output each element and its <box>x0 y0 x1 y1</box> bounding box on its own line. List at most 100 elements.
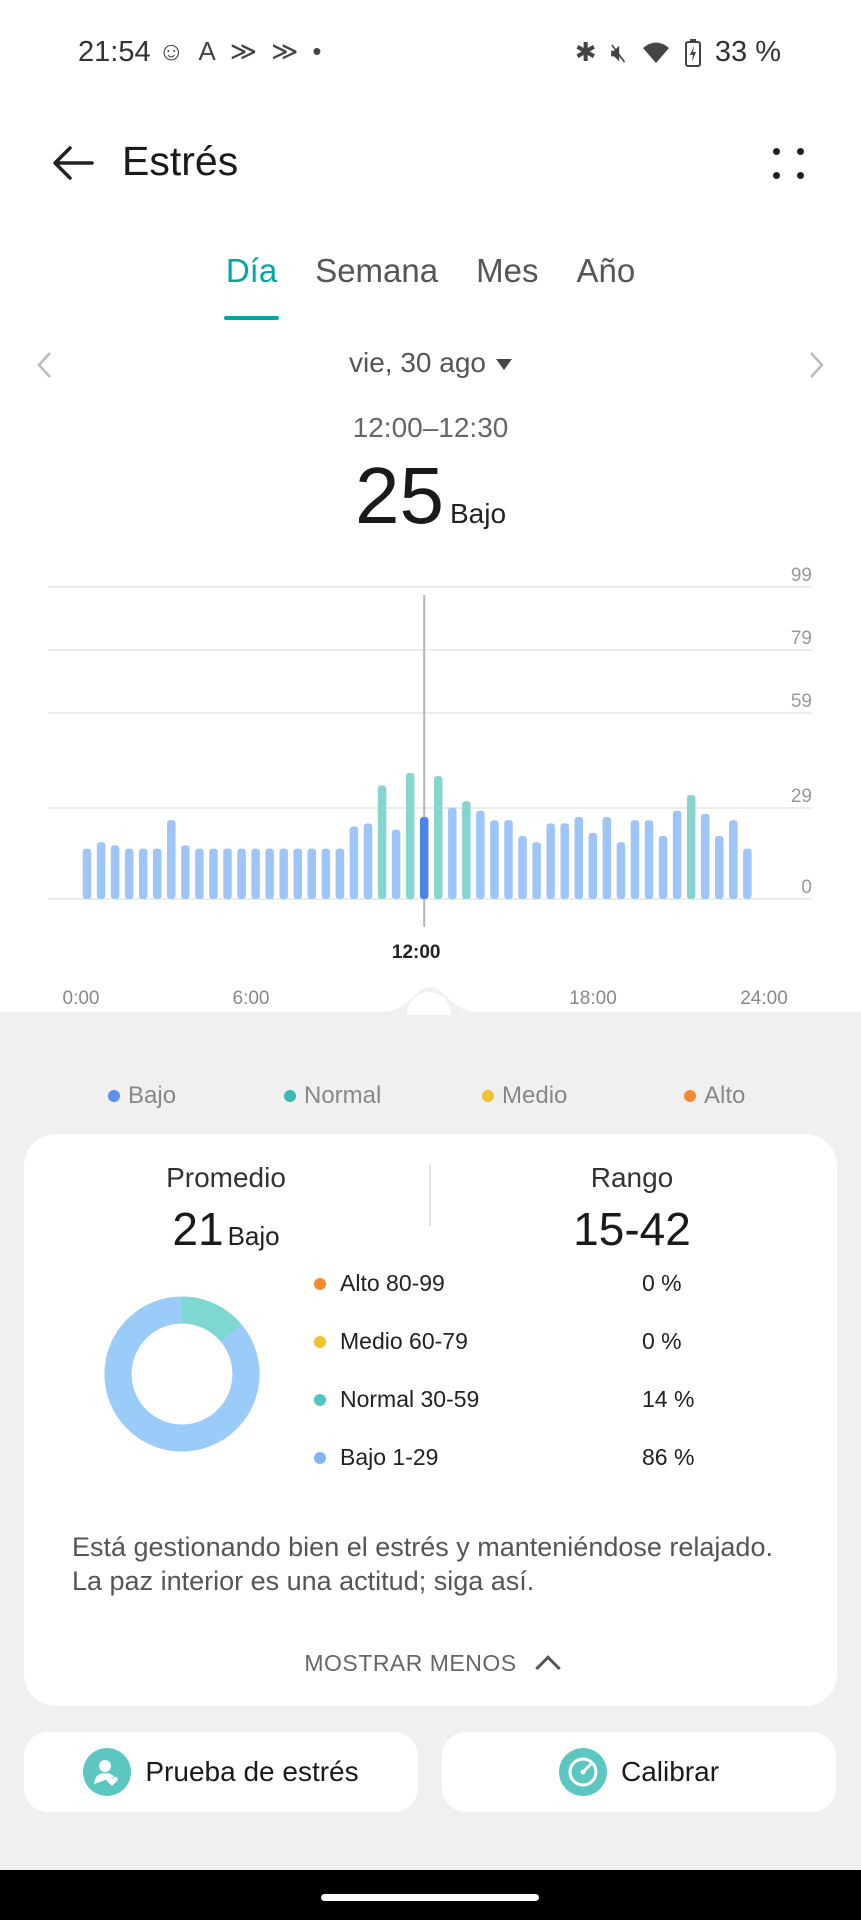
bar <box>434 776 443 899</box>
bar <box>476 810 485 899</box>
legend-label: Alto <box>704 1082 746 1109</box>
row-label: Normal 30-59 <box>340 1386 480 1412</box>
row-percent: 0 % <box>642 1328 682 1354</box>
range-value: 15-42 <box>573 1203 691 1255</box>
bar <box>448 807 457 899</box>
bar <box>209 848 218 899</box>
row-label: Alto 80-99 <box>340 1270 445 1296</box>
average-value: 21 <box>172 1203 224 1255</box>
distribution-row-alto: Alto 80-99 0 % <box>314 1268 734 1326</box>
bar <box>729 820 738 899</box>
bar <box>419 817 429 899</box>
legend-bajo: Bajo <box>108 1082 176 1110</box>
legend-dot <box>684 1090 696 1102</box>
stress-description: Está gestionando bien el estrés y manten… <box>72 1532 773 1596</box>
bar <box>335 848 345 899</box>
row-label: Medio 60-79 <box>340 1328 468 1354</box>
status-right: ✱ 🔇︎ 33 % <box>575 36 781 69</box>
tab-mes[interactable]: Mes <box>476 252 539 289</box>
legend-normal: Normal <box>284 1082 381 1110</box>
battery-icon <box>684 38 701 67</box>
summary-card: Promedio 21 Bajo Rango 15-42 Alto 80-99 0 … <box>24 1134 837 1706</box>
row-percent: 0 % <box>642 1270 682 1296</box>
average-label: Promedio <box>166 1162 286 1193</box>
distribution-row-bajo: Bajo 1-29 86 % <box>314 1442 734 1500</box>
bar <box>237 848 246 899</box>
x-tick-label: 24:00 <box>740 988 788 1009</box>
bar <box>265 848 274 899</box>
row-dot <box>314 1336 326 1348</box>
battery-percent: 33 % <box>714 36 781 68</box>
legend-alto: Alto <box>684 1082 745 1110</box>
y-tick-label: 99 <box>791 565 812 586</box>
bar <box>195 848 204 899</box>
range-stat: Rango 15-42 <box>482 1162 782 1256</box>
legend-dot <box>108 1090 120 1102</box>
status-bar: 21:54 ☺A≫≫• ✱ 🔇︎ 33 % <box>0 0 861 100</box>
x-tick-label: 6:00 <box>233 988 270 1009</box>
bar <box>363 823 373 899</box>
show-less-button[interactable]: MOSTRAR MENOS <box>24 1650 837 1681</box>
stress-test-label: Prueba de estrés <box>145 1756 359 1787</box>
bluetooth-icon: ✱ <box>574 37 597 67</box>
bar <box>349 826 359 899</box>
chart-legend: Bajo Normal Medio Alto <box>0 1082 861 1122</box>
chevron-left-icon[interactable] <box>30 349 62 381</box>
row-dot <box>314 1278 326 1290</box>
date-picker[interactable]: vie, 30 ago <box>0 347 861 379</box>
tab-ano[interactable]: Año <box>576 252 636 289</box>
selected-time-range: 12:00–12:30 <box>352 412 509 443</box>
date-label: vie, 30 ago <box>349 347 486 378</box>
bar <box>490 820 499 899</box>
distribution-donut <box>104 1296 260 1452</box>
chevron-right-icon[interactable] <box>799 349 831 381</box>
x-tick-label: 18:00 <box>569 988 617 1009</box>
tab-dia[interactable]: Día <box>223 252 280 320</box>
home-gesture-bar[interactable] <box>321 1894 539 1901</box>
bar <box>672 810 682 899</box>
row-dot <box>314 1452 326 1464</box>
stress-chart[interactable]: 99 79 59 29 0 12:00 0:00 6:00 18:00 24:00 <box>0 555 861 1015</box>
bar <box>377 785 387 899</box>
range-label: Rango <box>590 1162 674 1193</box>
bar <box>405 772 415 899</box>
bar <box>630 820 640 899</box>
bar <box>588 832 598 899</box>
mute-icon: 🔇︎ <box>610 36 627 67</box>
bar <box>181 845 190 899</box>
row-label: Bajo 1-29 <box>340 1444 439 1470</box>
a-icon: A <box>198 36 230 66</box>
y-tick-label: 0 <box>801 877 812 898</box>
average-level: Bajo <box>227 1221 280 1251</box>
average-stat: Promedio 21 Bajo <box>76 1162 376 1256</box>
bar <box>700 813 710 899</box>
gauge-icon <box>558 1748 607 1796</box>
back-arrow-icon[interactable] <box>48 138 98 188</box>
tab-semana[interactable]: Semana <box>315 252 439 289</box>
date-navigator: vie, 30 ago <box>0 343 861 387</box>
stress-test-button[interactable]: Prueba de estrés <box>24 1732 418 1812</box>
row-percent: 14 % <box>642 1386 695 1412</box>
bar <box>167 820 176 899</box>
bar <box>391 829 401 899</box>
donut-segment <box>181 1296 242 1343</box>
period-tabs: Día Semana Mes Año <box>0 252 861 320</box>
bar <box>644 820 654 899</box>
bar <box>223 848 232 899</box>
bar <box>686 795 696 899</box>
more-options-icon[interactable] <box>769 144 809 184</box>
bar <box>743 848 752 899</box>
calibrate-button[interactable]: Calibrar <box>442 1732 836 1812</box>
bar <box>518 835 527 899</box>
bar <box>124 848 134 899</box>
notification-icons: ☺A≫≫• <box>158 36 335 67</box>
selected-stress-value: 25 <box>354 451 444 540</box>
legend-label: Medio <box>502 1082 568 1109</box>
system-nav-bar <box>0 1870 861 1920</box>
bar <box>138 848 148 899</box>
bar <box>307 848 317 899</box>
selected-stress-level: Bajo <box>449 498 507 529</box>
legend-label: Normal <box>304 1082 382 1109</box>
bar <box>574 817 583 899</box>
bar <box>715 835 724 899</box>
